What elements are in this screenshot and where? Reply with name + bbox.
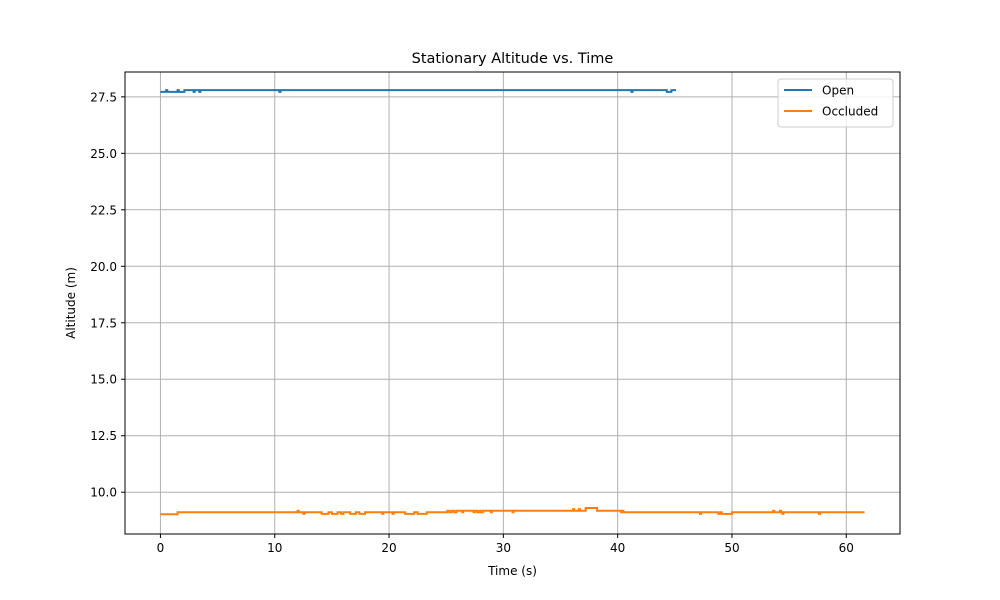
series-line-open — [160, 89, 676, 93]
y-tick-label: 25.0 — [90, 147, 117, 161]
x-tick-label: 20 — [381, 541, 396, 555]
plot-area — [125, 72, 900, 534]
x-tick-label: 60 — [839, 541, 854, 555]
y-tick-label: 17.5 — [90, 316, 117, 330]
y-tick-label: 22.5 — [90, 203, 117, 217]
y-axis-title: Altitude (m) — [64, 267, 78, 339]
series-lines — [160, 89, 865, 516]
plot-frame — [124, 71, 901, 535]
y-tick-label: 12.5 — [90, 429, 117, 443]
series-line-occluded — [160, 507, 865, 516]
legend: Open Occluded — [777, 78, 894, 128]
x-axis-title: Time (s) — [487, 564, 537, 578]
x-tick-label: 30 — [496, 541, 511, 555]
chart-title: Stationary Altitude vs. Time — [412, 51, 614, 67]
grid-lines — [125, 72, 900, 534]
y-tick-label: 10.0 — [90, 486, 117, 500]
x-tick-label: 0 — [157, 541, 165, 555]
x-tick-label: 40 — [610, 541, 625, 555]
axis-ticks: 0 10 20 30 40 50 60 10.0 12.5 15.0 17.5 20.0 22.5 25.… — [90, 90, 854, 555]
y-tick-label: 20.0 — [90, 260, 117, 274]
x-tick-label: 10 — [267, 541, 282, 555]
x-tick-label: 50 — [724, 541, 739, 555]
legend-label-open: Open — [822, 84, 854, 98]
y-tick-label: 15.0 — [90, 373, 117, 387]
y-tick-label: 27.5 — [90, 90, 117, 104]
legend-label-occluded: Occluded — [822, 105, 878, 119]
